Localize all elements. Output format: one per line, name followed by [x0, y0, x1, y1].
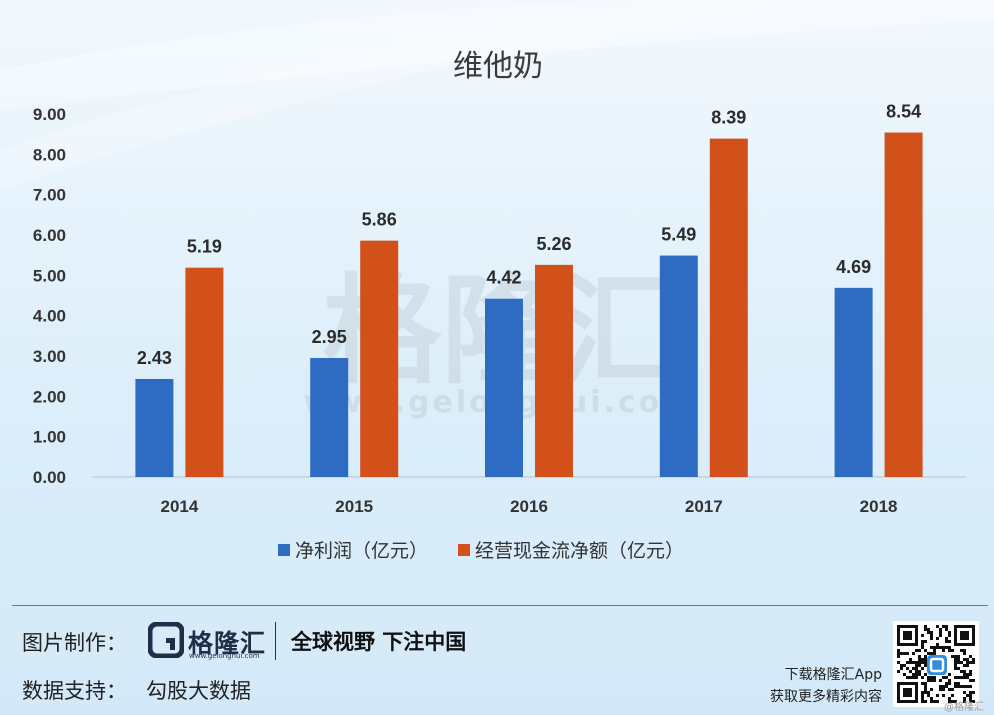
- bar-2018-series-2: [884, 132, 923, 477]
- y-tick-label: 4.00: [33, 307, 66, 326]
- y-tick-label: 6.00: [33, 226, 66, 245]
- y-tick-label: 3.00: [33, 347, 66, 366]
- bar-2017-series-1: [659, 255, 698, 477]
- gelonghui-logo-icon: [148, 622, 184, 658]
- bar-2016-series-1: [485, 298, 523, 477]
- bar-2016-series-2: [535, 264, 573, 477]
- slogan: 全球视野 下注中国: [291, 630, 467, 654]
- bar-2014-series-1: [135, 378, 174, 477]
- x-tick-label: 2017: [685, 497, 723, 516]
- bar-chart: 格隆汇 www.gelonghui.com 维他奶 0.001.002.003.…: [33, 49, 966, 562]
- qr-code-icon: [897, 625, 975, 703]
- bar-2015-series-2: [360, 240, 399, 477]
- y-tick-label: 8.00: [33, 145, 66, 164]
- legend-label: 经营现金流净额（亿元）: [475, 540, 684, 562]
- x-tick-label: 2014: [160, 497, 198, 516]
- data-label: 5.19: [187, 237, 222, 257]
- download-app-text: 下载格隆汇App: [784, 667, 882, 683]
- y-axis-ticks: 0.00 1.00 2.00 3.00 4.00 5.00 6.00 7.00 8.00 9.00: [33, 105, 66, 487]
- data-label: 5.49: [661, 225, 696, 245]
- qr-watermark: @格隆汇: [944, 702, 984, 713]
- data-label: 4.42: [486, 268, 521, 288]
- made-by-label: 图片制作：: [22, 631, 127, 655]
- data-support-label: 数据支持：: [22, 679, 127, 703]
- footer-separator: [275, 622, 276, 660]
- legend-swatch: [278, 544, 290, 556]
- legend: 净利润（亿元） 经营现金流净额（亿元）: [278, 540, 684, 562]
- y-tick-label: 2.00: [33, 387, 66, 406]
- data-support-value: 勾股大数据: [146, 679, 251, 703]
- gelonghui-logo[interactable]: 格隆汇 www.gelonghui.com: [148, 622, 268, 662]
- y-tick-label: 0.00: [33, 468, 66, 487]
- qr-code[interactable]: [893, 621, 979, 707]
- bars-group: 2.43 5.19 2.95 5.86 4.42 5.26 5.49 8.39 4.69 8.54: [135, 102, 923, 477]
- logo-url: www.gelonghui.com: [189, 652, 260, 660]
- y-tick-label: 1.00: [33, 428, 66, 447]
- legend-swatch: [458, 544, 471, 556]
- data-label: 8.54: [886, 102, 921, 122]
- data-label: 2.95: [312, 327, 347, 347]
- data-label: 5.86: [362, 210, 397, 230]
- y-tick-label: 5.00: [33, 266, 66, 285]
- x-tick-label: 2016: [510, 497, 548, 516]
- bar-2018-series-1: [834, 287, 873, 477]
- bar-2017-series-2: [709, 138, 748, 477]
- y-tick-label: 7.00: [33, 186, 66, 205]
- x-tick-label: 2018: [860, 497, 898, 516]
- logo-name: 格隆汇: [188, 629, 267, 658]
- bar-2014-series-2: [185, 267, 224, 477]
- x-axis-ticks: 2014 2015 2016 2017 2018: [160, 497, 897, 516]
- chart-title: 维他奶: [453, 49, 543, 84]
- data-label: 5.26: [536, 234, 571, 254]
- data-label: 8.39: [711, 108, 746, 128]
- data-label: 4.69: [836, 257, 871, 277]
- y-tick-label: 9.00: [33, 105, 66, 124]
- more-content-text: 获取更多精彩内容: [770, 689, 882, 705]
- footer-divider: [12, 605, 988, 606]
- bar-2015-series-1: [310, 358, 349, 477]
- data-label: 2.43: [137, 348, 172, 368]
- x-tick-label: 2015: [335, 497, 373, 516]
- legend-label: 净利润（亿元）: [295, 540, 428, 562]
